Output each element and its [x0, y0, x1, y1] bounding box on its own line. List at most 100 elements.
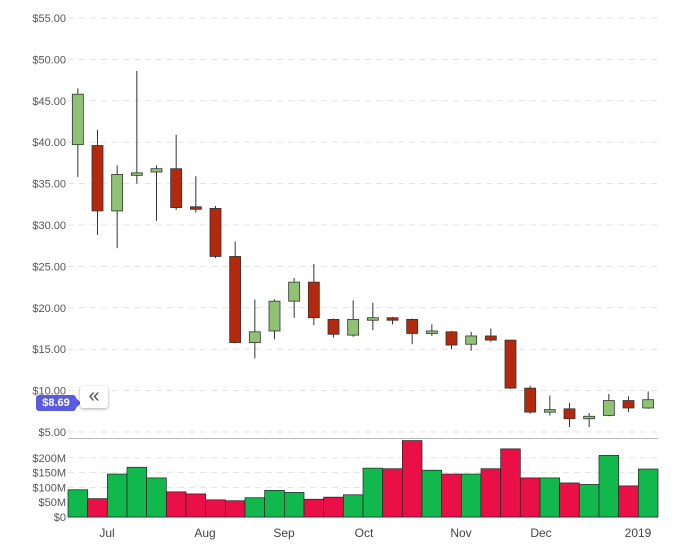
volume-bar: [67, 489, 89, 518]
price-tick-label: $25.00: [32, 261, 66, 273]
volume-bar: [598, 455, 620, 518]
x-axis: Jul Aug Sep Oct Nov Dec 2019: [99, 526, 651, 540]
price-gridlines: [68, 17, 658, 433]
volume-bar: [519, 477, 541, 518]
volume-bars: [67, 440, 659, 518]
volume-bar: [165, 491, 187, 518]
candle-body: [347, 318, 360, 336]
volume-bar: [342, 494, 364, 518]
candle: [189, 176, 202, 213]
volume-bar: [362, 467, 384, 518]
candle-body: [150, 168, 163, 173]
volume-bar: [205, 499, 226, 518]
candle-body: [622, 400, 635, 409]
candle: [268, 299, 281, 340]
candle-body: [91, 145, 104, 212]
collapse-button[interactable]: «: [80, 386, 108, 408]
volume-tick-label: $50M: [38, 497, 66, 509]
candle-body: [602, 400, 615, 416]
candle-body: [504, 339, 517, 389]
candle: [524, 385, 537, 414]
candle-body: [268, 300, 281, 332]
candle-body: [406, 318, 419, 334]
candle: [229, 241, 242, 344]
candle: [150, 165, 163, 221]
volume-bar: [401, 440, 423, 518]
candle-body: [425, 330, 438, 334]
candle: [622, 396, 635, 413]
candle: [504, 339, 517, 389]
candle-body: [170, 168, 183, 209]
candle: [366, 302, 379, 331]
candle: [91, 129, 104, 235]
candle-body: [248, 331, 261, 343]
x-tick-label: Jul: [99, 526, 114, 540]
candle: [543, 395, 556, 416]
price-tick-label: $10.00: [32, 386, 66, 398]
volume-bar: [441, 473, 462, 518]
volume-bar: [637, 468, 659, 518]
candle: [425, 324, 438, 336]
price-tick-label: $20.00: [32, 303, 66, 315]
candle: [563, 403, 576, 428]
volume-tick-label: $100M: [32, 482, 66, 494]
price-tick-label: $45.00: [32, 96, 66, 108]
volume-bar: [264, 489, 285, 518]
candle: [484, 328, 497, 342]
volume-bar: [480, 468, 502, 518]
candle-body: [386, 317, 399, 321]
candle: [445, 330, 458, 350]
price-tick-label: $35.00: [32, 179, 66, 191]
candle-body: [71, 93, 84, 146]
candle-body: [229, 256, 242, 343]
volume-bar: [421, 469, 443, 518]
x-tick-label: Nov: [450, 526, 471, 540]
volume-bar: [106, 473, 128, 518]
x-tick-label: Dec: [530, 526, 551, 540]
candle: [406, 318, 419, 345]
x-tick-label: 2019: [625, 526, 652, 540]
price-tick-label: $15.00: [32, 344, 66, 356]
volume-bar: [323, 496, 344, 518]
price-y-axis: $55.00 $50.00 $45.00 $40.00 $35.00 $30.00 $25.…: [32, 13, 66, 439]
x-tick-label: Oct: [355, 526, 374, 540]
candle-body: [189, 206, 202, 210]
price-tick-label: $55.00: [32, 13, 66, 25]
x-tick-label: Sep: [273, 526, 295, 540]
candle: [248, 299, 261, 359]
price-tick-label: $40.00: [32, 137, 66, 149]
candle: [111, 165, 124, 249]
candle: [71, 88, 84, 177]
candle: [642, 391, 655, 409]
candle: [170, 134, 183, 211]
volume-bar: [618, 485, 639, 518]
candle-body: [583, 415, 596, 420]
current-price-badge: $8.69: [36, 395, 81, 411]
candle: [130, 70, 143, 184]
candle-body: [484, 335, 497, 341]
candle-body: [543, 409, 556, 413]
volume-bar: [303, 498, 325, 518]
candle-body: [563, 408, 576, 420]
volume-bar: [500, 448, 521, 518]
x-tick-label: Aug: [194, 526, 215, 540]
volume-bar: [185, 493, 207, 518]
candle-body: [111, 174, 124, 212]
price-tick-label: $30.00: [32, 220, 66, 232]
candle: [209, 205, 222, 259]
volume-bar: [126, 466, 148, 518]
candle: [602, 393, 615, 417]
candle-body: [288, 281, 301, 302]
candle-body: [524, 387, 537, 413]
candle-body: [642, 399, 655, 409]
candle-body: [209, 208, 222, 257]
candles: [71, 70, 655, 428]
volume-bar: [382, 468, 403, 518]
volume-bar: [224, 500, 246, 518]
candle: [288, 277, 301, 318]
candle: [347, 300, 360, 337]
volume-tick-label: $0: [54, 512, 66, 524]
candle: [465, 331, 478, 351]
candle-body: [366, 317, 379, 321]
